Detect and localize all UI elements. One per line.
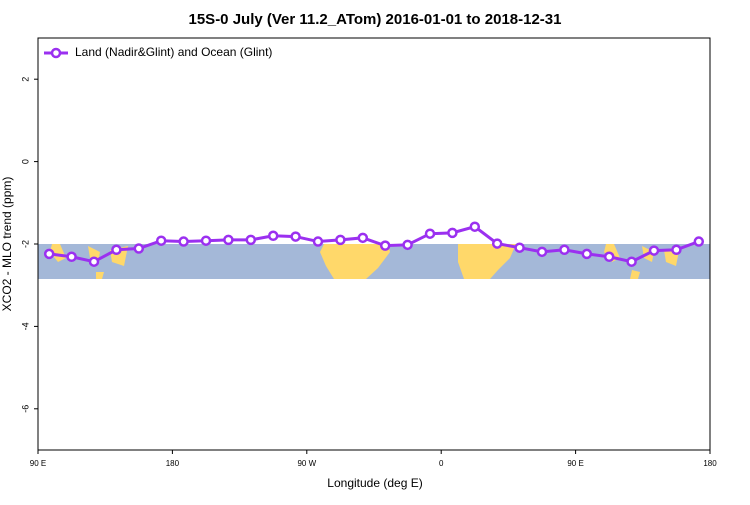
data-point <box>447 227 458 239</box>
legend-label: Land (Nadir&Glint) and Ocean (Glint) <box>75 45 272 59</box>
y-tick-label: 0 <box>20 159 30 164</box>
x-tick-label: 180 <box>166 459 180 468</box>
data-point <box>402 239 413 251</box>
x-tick-label: 90 W <box>297 459 316 468</box>
data-point <box>43 248 55 260</box>
chart-title: 15S-0 July (Ver 11.2_ATom) 2016-01-01 to… <box>189 11 562 28</box>
y-axis-label: XCO2 - MLO trend (ppm) <box>0 177 14 312</box>
x-tick-label: 0 <box>439 459 444 468</box>
data-point <box>648 245 660 256</box>
data-point <box>581 248 593 260</box>
data-point <box>245 234 257 246</box>
data-point <box>491 238 503 249</box>
data-point <box>559 244 570 256</box>
legend-marker <box>50 47 62 59</box>
x-tick-label: 90 E <box>30 459 46 468</box>
data-point <box>357 232 369 244</box>
data-point <box>671 244 682 256</box>
data-point <box>88 256 100 267</box>
data-point <box>424 228 436 239</box>
data-point <box>469 221 481 232</box>
y-tick-label: -6 <box>20 405 30 413</box>
data-point <box>693 236 705 247</box>
x-tick-label: 180 <box>703 459 717 468</box>
data-point <box>312 236 324 247</box>
data-point <box>111 244 122 256</box>
data-point <box>223 234 234 246</box>
data-point <box>626 256 637 267</box>
data-point <box>603 251 615 263</box>
y-tick-label: 2 <box>20 77 30 82</box>
data-point <box>267 230 279 242</box>
y-tick-label: -4 <box>20 322 30 330</box>
data-point <box>379 240 391 251</box>
data-point <box>290 231 301 242</box>
x-axis-label: Longitude (deg E) <box>327 476 422 490</box>
data-point <box>200 235 212 246</box>
data-point <box>155 235 167 246</box>
data-point <box>66 251 77 263</box>
data-point <box>335 234 346 246</box>
data-point <box>536 246 548 258</box>
y-tick-label: -2 <box>20 240 30 248</box>
x-tick-label: 90 E <box>567 459 583 468</box>
data-point <box>133 243 145 254</box>
data-point <box>514 242 525 253</box>
map-band <box>38 244 710 279</box>
data-point <box>178 236 189 247</box>
